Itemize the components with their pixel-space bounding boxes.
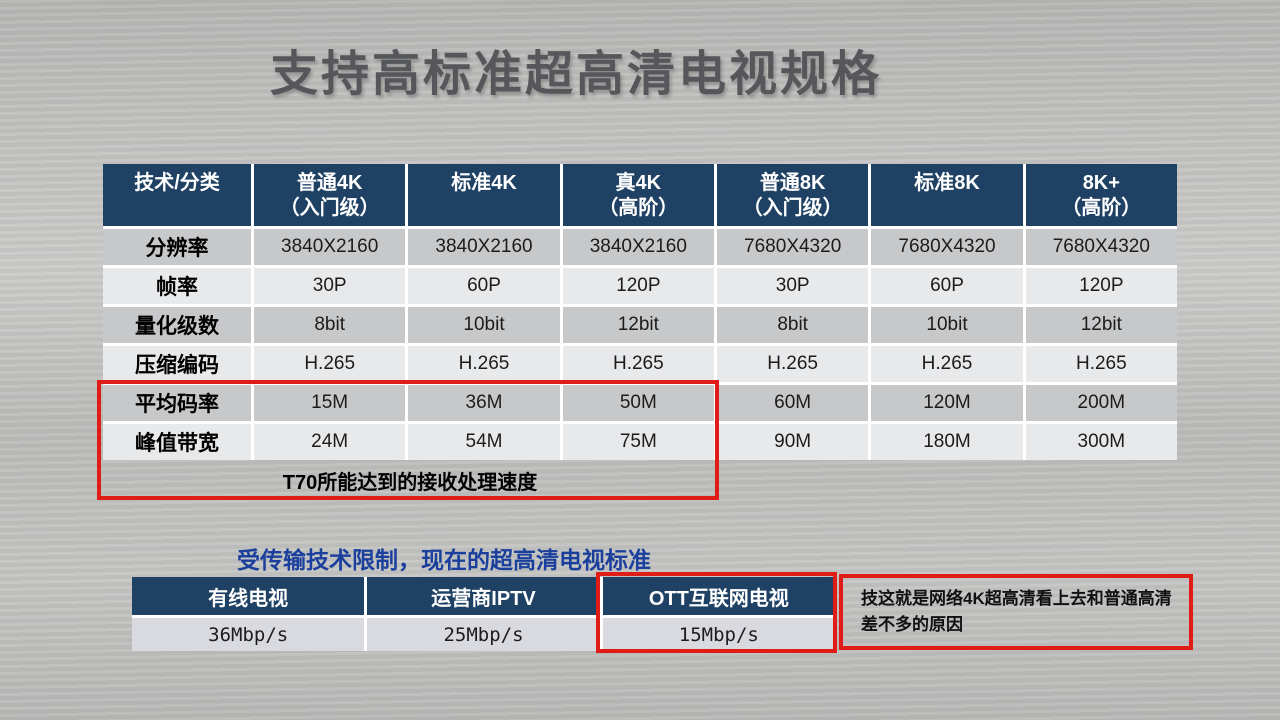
table-cell: 3840X2160 xyxy=(254,229,406,265)
table-cell: 7680X4320 xyxy=(871,229,1023,265)
table-cell: 75M xyxy=(562,424,714,460)
spec-table-header-basic4k: 普通4K （入门级） xyxy=(254,164,406,226)
bw-header-cable-tv: 有线电视 xyxy=(132,577,365,615)
header-line: （高阶） xyxy=(1061,197,1142,219)
table-cell: 8bit xyxy=(254,307,406,343)
table-cell: H.265 xyxy=(1025,346,1177,382)
spec-table-header-tech: 技术/分类 xyxy=(103,164,251,226)
table-cell: 54M xyxy=(408,424,560,460)
bw-header-ott: OTT互联网电视 xyxy=(602,577,835,615)
bw-value-iptv: 25Mbp/s xyxy=(367,618,600,651)
header-line: （入门级） xyxy=(279,197,380,219)
table-cell: 180M xyxy=(871,424,1023,460)
spec-table-header-standard8k: 标准8K xyxy=(871,164,1023,226)
row-label-bitdepth: 量化级数 xyxy=(103,307,251,343)
highlight-box-annotation xyxy=(839,574,1193,650)
table-cell: 30P xyxy=(716,268,869,304)
page-title: 支持高标准超高清电视规格 xyxy=(269,48,882,101)
table-cell: H.265 xyxy=(254,346,406,382)
table-cell: 15M xyxy=(254,385,406,421)
spec-table-header-8kplus: 8K+ （高阶） xyxy=(1025,164,1177,226)
table-cell: 12bit xyxy=(562,307,714,343)
header-line: 普通8K xyxy=(759,172,826,194)
header-line: （高阶） xyxy=(598,197,679,219)
bw-header-iptv: 运营商IPTV xyxy=(367,577,600,615)
table-cell: 60M xyxy=(716,385,869,421)
table-cell: 60P xyxy=(408,268,560,304)
row-label-codec: 压缩编码 xyxy=(103,346,251,382)
row-label-resolution: 分辨率 xyxy=(103,229,251,265)
table-cell: 200M xyxy=(1025,385,1177,421)
spec-table-header-standard4k: 标准4K xyxy=(408,164,560,226)
table-cell: H.265 xyxy=(562,346,714,382)
spec-table-header-basic8k: 普通8K （入门级） xyxy=(716,164,869,226)
table-cell: 3840X2160 xyxy=(408,229,560,265)
header-line: 真4K xyxy=(615,172,662,194)
table-cell: 60P xyxy=(871,268,1023,304)
table-cell: 120M xyxy=(871,385,1023,421)
bandwidth-subtitle: 受传输技术限制，现在的超高清电视标准 xyxy=(237,547,651,573)
highlight-box-ott xyxy=(596,572,837,653)
header-line: 普通4K xyxy=(296,172,363,194)
table-cell: 24M xyxy=(254,424,406,460)
table-cell: 10bit xyxy=(871,307,1023,343)
header-line: （入门级） xyxy=(742,197,843,219)
t70-capability-note: T70所能达到的接收处理速度 xyxy=(282,472,538,494)
bandwidth-table: 有线电视 运营商IPTV OTT互联网电视 36Mbp/s 25Mbp/s 15… xyxy=(132,577,835,651)
table-cell: 300M xyxy=(1025,424,1177,460)
row-label-framerate: 帧率 xyxy=(103,268,251,304)
table-cell: 120P xyxy=(1025,268,1177,304)
table-cell: H.265 xyxy=(871,346,1023,382)
table-cell: 36M xyxy=(408,385,560,421)
spec-table: 技术/分类 普通4K （入门级） 标准4K 真4K （高阶） 普通8K （入门级… xyxy=(103,164,1177,460)
table-cell: 90M xyxy=(716,424,869,460)
header-line: 8K+ xyxy=(1082,172,1120,194)
table-cell: 10bit xyxy=(408,307,560,343)
annotation-reason-text: 技这就是网络4K超高清看上去和普通高清差不多的原因 xyxy=(861,589,1172,634)
table-cell: 30P xyxy=(254,268,406,304)
bw-value-ott: 15Mbp/s xyxy=(602,618,835,651)
table-cell: 7680X4320 xyxy=(716,229,869,265)
table-cell: 120P xyxy=(562,268,714,304)
table-cell: 7680X4320 xyxy=(1025,229,1177,265)
header-line: 标准8K xyxy=(914,172,980,194)
header-line: 标准4K xyxy=(451,172,517,194)
row-label-avg-bitrate: 平均码率 xyxy=(103,385,251,421)
bw-value-cable-tv: 36Mbp/s xyxy=(132,618,365,651)
row-label-peak-bandwidth: 峰值带宽 xyxy=(103,424,251,460)
table-cell: 12bit xyxy=(1025,307,1177,343)
table-cell: H.265 xyxy=(716,346,869,382)
table-cell: 3840X2160 xyxy=(562,229,714,265)
highlight-box-t70-rates xyxy=(97,380,719,500)
spec-table-header-true4k: 真4K （高阶） xyxy=(562,164,714,226)
table-cell: H.265 xyxy=(408,346,560,382)
table-cell: 50M xyxy=(562,385,714,421)
table-cell: 8bit xyxy=(716,307,869,343)
header-line: 技术/分类 xyxy=(134,172,220,194)
